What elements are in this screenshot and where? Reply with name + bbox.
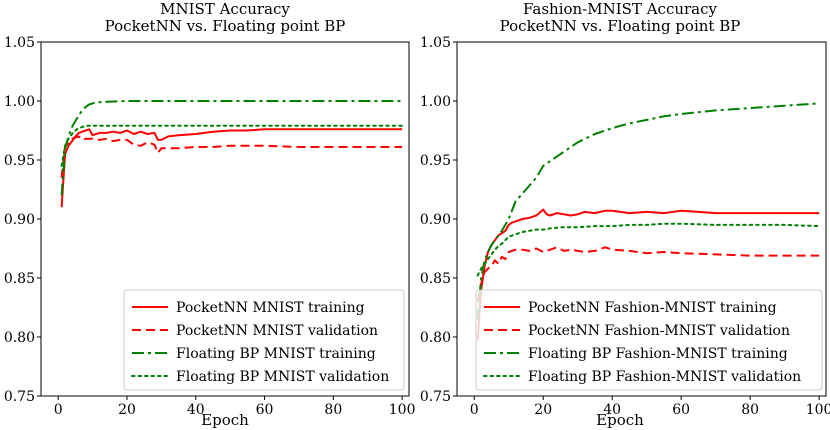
y-tick-label: 0.75 [4,389,35,405]
chart-title-line-1: Fashion-MNIST Accuracy [523,0,718,18]
legend-label: Floating BP Fashion-MNIST validation [528,369,801,385]
x-tick-label: 20 [534,402,552,418]
chart-title-line-2: PocketNN vs. Floating point BP [500,17,741,35]
y-tick-label: 0.95 [4,153,35,169]
legend-box [123,289,405,391]
x-tick-label: 40 [603,402,621,418]
x-tick-label: 80 [741,402,759,418]
y-tick-label: 0.90 [420,212,451,228]
y-tick-label: 1.05 [420,35,451,51]
series-line-pocketnn-mnist-validation [60,135,403,178]
y-tick-label: 0.85 [4,271,35,287]
y-tick-label: 0.80 [420,330,451,346]
series-line-pocketnn-mnist-training [60,128,403,208]
mnist-accuracy-chart: MNIST Accuracy PocketNN vs. Floating poi… [4,0,416,429]
y-tick-label: 0.75 [420,389,451,405]
x-tick-label: 40 [187,402,205,418]
legend-label: Floating BP Fashion-MNIST training [528,346,788,362]
x-tick-label: 100 [806,402,830,418]
chart-title-line-2: PocketNN vs. Floating point BP [105,17,346,35]
series-line-pocketnn-fashion-mnist-validation [476,246,820,302]
x-tick-label: 0 [470,402,479,418]
legend: PocketNN MNIST training PocketNN MNIST va… [123,289,405,391]
x-axis-label: Epoch [596,411,644,429]
legend-box [475,289,823,391]
series-line-floating-bp-mnist-training [60,100,403,196]
y-tick-label: 0.85 [420,271,451,287]
x-tick-label: 100 [389,402,416,418]
y-tick-label: 0.90 [4,212,35,228]
fashion-mnist-accuracy-chart: Fashion-MNIST Accuracy PocketNN vs. Floa… [420,0,830,429]
legend-label: PocketNN MNIST training [176,300,365,316]
chart-title-line-1: MNIST Accuracy [160,0,290,18]
legend-label: PocketNN Fashion-MNIST validation [528,323,790,339]
x-tick-label: 60 [256,402,274,418]
y-tick-label: 1.00 [4,94,35,110]
legend-label: Floating BP MNIST training [176,346,376,362]
legend-label: Floating BP MNIST validation [176,369,389,385]
x-tick-label: 80 [324,402,342,418]
legend: PocketNN Fashion-MNIST training PocketNN … [475,289,823,391]
series-line-floating-bp-fashion-mnist-training [476,102,820,320]
legend-label: PocketNN MNIST validation [176,323,378,339]
series-line-floating-bp-mnist-validation [60,124,404,167]
y-tick-label: 0.95 [420,153,451,169]
y-tick-label: 1.00 [420,94,451,110]
legend-label: PocketNN Fashion-MNIST training [528,300,777,316]
y-tick-label: 0.80 [4,330,35,346]
x-axis-label: Epoch [201,411,249,429]
x-tick-label: 20 [118,402,136,418]
y-tick-label: 1.05 [4,35,35,51]
x-tick-label: 0 [54,402,63,418]
x-tick-label: 60 [672,402,690,418]
series-line-floating-bp-fashion-mnist-validation [476,222,821,277]
